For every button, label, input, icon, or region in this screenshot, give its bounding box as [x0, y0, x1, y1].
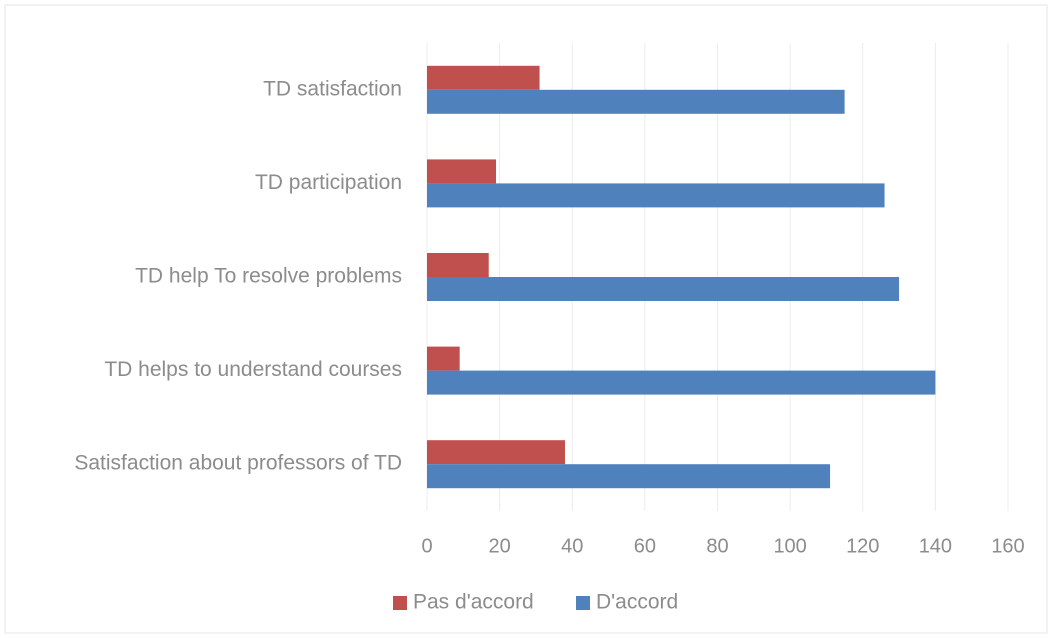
x-tick-label: 20: [489, 535, 511, 557]
legend-label: Pas d'accord: [413, 591, 534, 614]
bar: [427, 464, 831, 489]
y-tick-label: TD help To resolve problems: [135, 265, 402, 288]
legend-label: D'accord: [596, 591, 678, 614]
x-tick-label: 140: [919, 535, 952, 557]
y-tick-label: TD satisfaction: [263, 77, 402, 100]
bar: [427, 370, 936, 395]
legend-swatch: [393, 596, 407, 610]
bar: [427, 277, 900, 301]
x-tick-label: 80: [706, 535, 728, 557]
bar: [427, 65, 540, 90]
x-tick-label: 40: [561, 535, 583, 557]
y-tick-label: Satisfaction about professors of TD: [74, 452, 402, 475]
y-tick-label: TD participation: [255, 171, 402, 194]
x-tick-label: 120: [846, 535, 879, 557]
x-tick-label: 160: [991, 535, 1024, 557]
legend-swatch: [576, 596, 590, 610]
y-tick-label: TD helps to understand courses: [104, 358, 402, 381]
x-tick-label: 100: [773, 535, 806, 557]
bar: [427, 89, 845, 114]
bar: [427, 159, 496, 184]
bar: [427, 183, 885, 208]
bar: [427, 346, 460, 371]
bar: [427, 253, 489, 277]
x-tick-label: 60: [634, 535, 656, 557]
bar: [427, 440, 565, 465]
x-tick-label: 0: [421, 535, 432, 557]
